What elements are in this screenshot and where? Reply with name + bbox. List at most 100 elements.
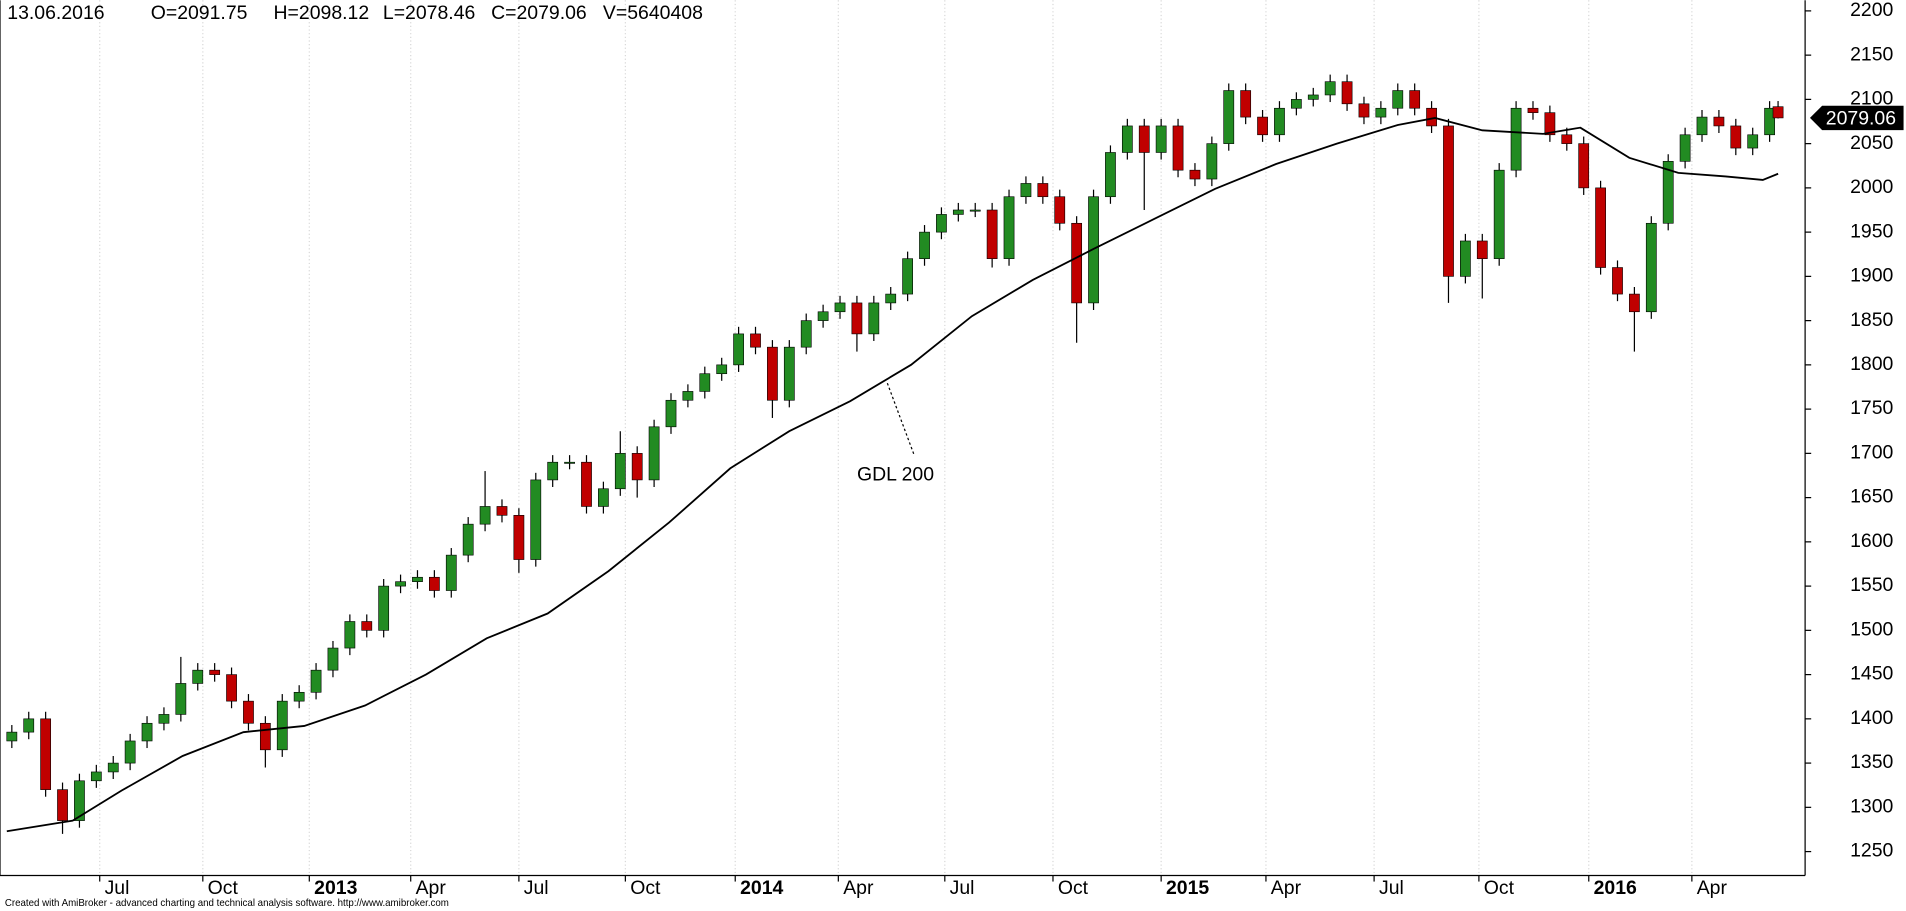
- candle-body: [1460, 240, 1471, 277]
- y-tick-label: 1550: [1850, 574, 1893, 596]
- candle-body: [868, 302, 880, 335]
- x-tick-label: Jul: [524, 877, 549, 899]
- candle-body: [1629, 293, 1640, 313]
- candle-body: [614, 453, 626, 490]
- candle-body: [412, 576, 423, 582]
- candle-body: [293, 691, 305, 702]
- candle-body: [1612, 267, 1623, 295]
- candle-body: [344, 621, 356, 649]
- candle-body: [175, 683, 187, 715]
- candle-body: [1544, 112, 1556, 136]
- candle-body: [158, 714, 170, 724]
- candle-body: [1240, 90, 1252, 118]
- candle-body: [40, 718, 52, 790]
- candle-body: [513, 515, 525, 560]
- y-tick-label: 1750: [1850, 397, 1893, 419]
- candle-body: [1121, 125, 1133, 153]
- x-tick-label: Apr: [843, 877, 874, 899]
- candle-body: [1392, 90, 1404, 109]
- candle-body: [1054, 196, 1066, 224]
- x-tick-label: Apr: [416, 877, 447, 899]
- candle-body: [530, 479, 542, 560]
- candle-body: [1409, 90, 1421, 109]
- candle-body: [107, 762, 119, 773]
- candle-body: [1257, 116, 1268, 136]
- candle-body: [834, 302, 846, 313]
- candle-body: [327, 647, 339, 671]
- y-tick-label: 1800: [1850, 353, 1893, 375]
- y-tick-label: 1950: [1850, 220, 1893, 242]
- candle-body: [919, 231, 930, 259]
- candle-body: [1493, 169, 1505, 259]
- candle-body: [1020, 183, 1032, 198]
- candle-body: [192, 669, 204, 684]
- candle-body: [1679, 134, 1691, 162]
- candle-body: [1713, 116, 1725, 127]
- candle-body: [598, 488, 609, 507]
- candle-body: [429, 576, 440, 591]
- header-high: H=2098.12: [274, 2, 370, 24]
- candle-body: [1561, 134, 1573, 144]
- x-tick-label: Apr: [1271, 877, 1302, 899]
- candle-body: [276, 700, 288, 751]
- candle-body: [767, 346, 778, 401]
- candle-body: [1003, 196, 1015, 259]
- header-low: L=2078.46: [383, 2, 475, 24]
- y-tick-label: 2200: [1850, 0, 1893, 21]
- candle-body: [1324, 81, 1336, 96]
- candle-body: [141, 722, 153, 742]
- candle-body: [1155, 125, 1167, 153]
- y-tick-label: 2150: [1850, 43, 1893, 65]
- candle-body: [783, 346, 795, 401]
- candle-body: [1527, 107, 1539, 113]
- candle-body: [1443, 125, 1454, 277]
- y-tick-label: 1850: [1850, 309, 1893, 331]
- candle-body: [885, 293, 897, 304]
- annotation-leader: [886, 382, 915, 456]
- candle-body: [733, 333, 744, 366]
- x-tick-label: Jul: [950, 877, 975, 899]
- candle-body: [1341, 81, 1353, 105]
- y-tick-label: 2000: [1850, 176, 1893, 198]
- candle-body: [57, 789, 68, 821]
- candle-body: [1206, 143, 1218, 180]
- candle-body: [1510, 107, 1522, 171]
- y-tick-label: 1500: [1850, 618, 1893, 640]
- x-tick-label: Oct: [208, 877, 239, 899]
- x-tick-label: 2013: [314, 877, 357, 899]
- candle-body: [1645, 222, 1657, 313]
- candle-body: [1138, 125, 1150, 153]
- x-tick-label: 2014: [740, 877, 783, 899]
- candle-body: [1223, 90, 1235, 144]
- candle-body: [1662, 161, 1674, 224]
- header-date: 13.06.2016: [7, 2, 104, 24]
- candle-body: [361, 621, 373, 631]
- x-tick-label: Jul: [1379, 877, 1404, 899]
- candle-body: [1189, 169, 1201, 180]
- x-tick-label: Oct: [1484, 877, 1515, 899]
- last-price-box: [1809, 105, 1904, 131]
- y-tick-label: 1900: [1850, 265, 1893, 287]
- x-tick-label: Oct: [1058, 877, 1089, 899]
- candle-body: [1307, 94, 1319, 100]
- y-tick-label: 1350: [1850, 751, 1893, 773]
- y-tick-label: 2100: [1850, 88, 1893, 110]
- candle-body: [800, 320, 812, 348]
- y-tick-label: 1700: [1850, 442, 1893, 464]
- candle-body: [90, 771, 102, 782]
- candle-body: [581, 461, 592, 507]
- candle-body: [547, 461, 559, 481]
- candle-body: [699, 373, 711, 392]
- y-tick-label: 2050: [1850, 132, 1893, 154]
- y-tick-label: 1250: [1850, 840, 1893, 862]
- candle-body: [1290, 99, 1302, 109]
- candle-body: [1730, 125, 1742, 149]
- candle-body: [1037, 183, 1049, 198]
- marks: [6, 74, 1784, 834]
- candle-body: [6, 731, 18, 742]
- y-tick-label: 1600: [1850, 530, 1893, 552]
- candle-body: [936, 214, 947, 233]
- candle-body: [817, 311, 829, 321]
